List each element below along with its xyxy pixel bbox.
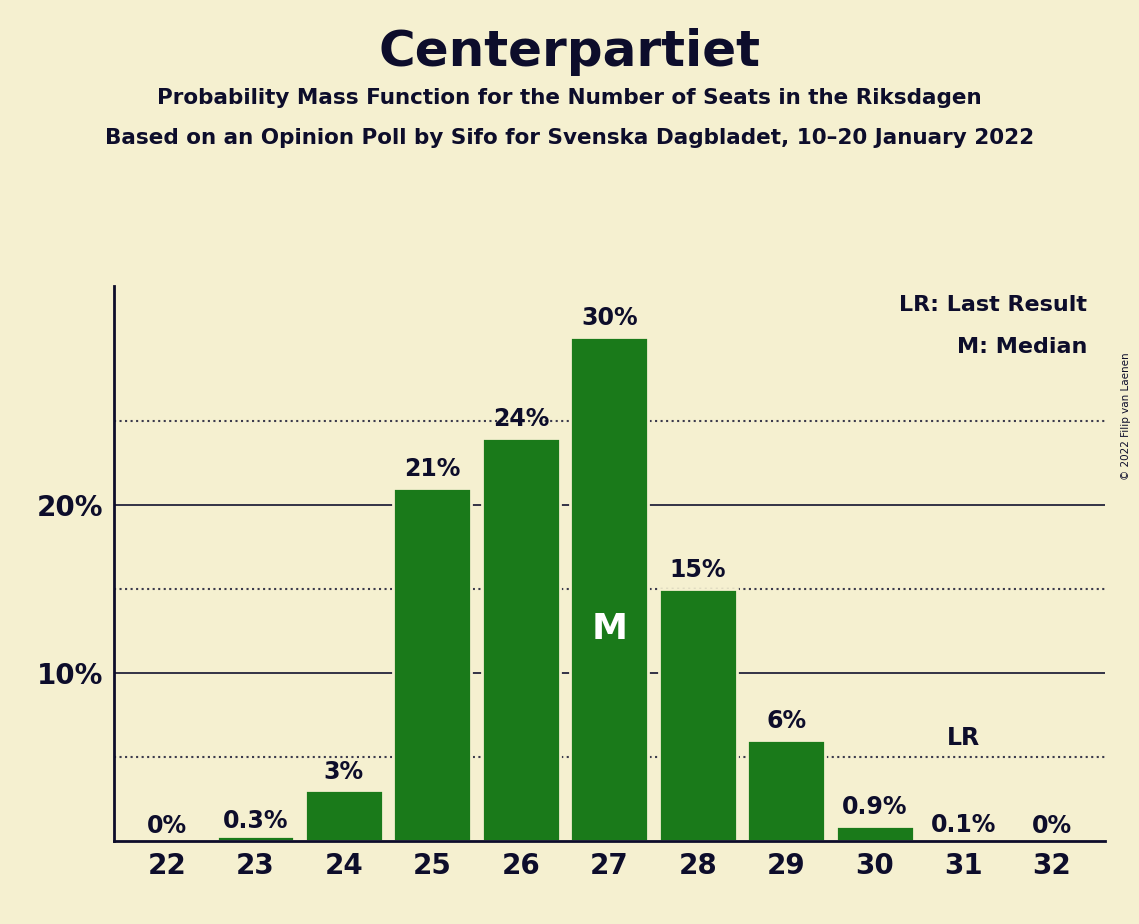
Text: LR: Last Result: LR: Last Result xyxy=(899,295,1087,315)
Text: 0%: 0% xyxy=(1032,814,1072,838)
Bar xyxy=(482,438,560,841)
Text: 30%: 30% xyxy=(581,306,638,330)
Text: 24%: 24% xyxy=(493,407,549,431)
Text: 0.1%: 0.1% xyxy=(931,812,995,836)
Text: Centerpartiet: Centerpartiet xyxy=(378,28,761,76)
Text: © 2022 Filip van Laenen: © 2022 Filip van Laenen xyxy=(1121,352,1131,480)
Bar xyxy=(216,836,294,841)
Bar xyxy=(571,337,648,841)
Text: Probability Mass Function for the Number of Seats in the Riksdagen: Probability Mass Function for the Number… xyxy=(157,88,982,108)
Text: 21%: 21% xyxy=(404,457,460,481)
Text: LR: LR xyxy=(947,726,980,750)
Bar xyxy=(747,740,826,841)
Bar xyxy=(836,826,913,841)
Text: 15%: 15% xyxy=(670,558,726,582)
Text: M: Median: M: Median xyxy=(957,337,1087,357)
Text: 0.3%: 0.3% xyxy=(223,809,288,833)
Text: 0.9%: 0.9% xyxy=(842,795,908,819)
Text: M: M xyxy=(591,613,628,646)
Bar xyxy=(658,589,737,841)
Text: Based on an Opinion Poll by Sifo for Svenska Dagbladet, 10–20 January 2022: Based on an Opinion Poll by Sifo for Sve… xyxy=(105,128,1034,148)
Bar xyxy=(393,488,472,841)
Bar xyxy=(925,839,1002,841)
Text: 3%: 3% xyxy=(323,760,364,784)
Bar xyxy=(305,790,383,841)
Text: 0%: 0% xyxy=(147,814,187,838)
Text: 6%: 6% xyxy=(767,710,806,734)
